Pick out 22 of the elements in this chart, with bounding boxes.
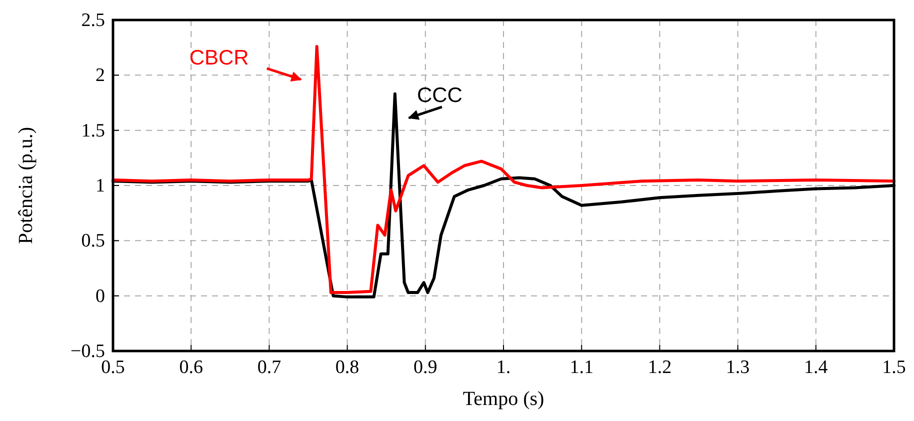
line-series xyxy=(112,44,896,294)
x-tick-label: 0.6 xyxy=(179,357,203,378)
x-tick-label: 0.9 xyxy=(414,357,438,378)
x-tick-label: 0.7 xyxy=(257,357,282,378)
y-tick-label: 1.5 xyxy=(81,120,105,142)
x-tick-label: 1.4 xyxy=(804,357,828,378)
y-tick-label: 0 xyxy=(96,286,105,307)
x-tick-label: 1. xyxy=(496,357,511,378)
y-tick-label: 1 xyxy=(96,176,105,196)
x-tick-label: 0.8 xyxy=(335,357,360,378)
x-axis-title: Tempo (s) xyxy=(462,388,544,410)
y-axis-title: Potência (p.u.) xyxy=(15,126,37,244)
series-label: CCC xyxy=(416,84,462,107)
y-tick-label: 2.5 xyxy=(81,10,105,31)
x-tick-label: 1.5 xyxy=(882,357,906,378)
y-tick-label: 2 xyxy=(96,65,105,86)
x-tick-label: 1.1 xyxy=(570,357,594,378)
text: CBCR xyxy=(189,46,249,70)
y-tick-label: −0.5 xyxy=(70,341,105,362)
x-tick-label: 1.2 xyxy=(648,357,672,378)
x-tick-label: 1.3 xyxy=(726,357,750,378)
y-tick-label: 0.5 xyxy=(81,230,105,252)
